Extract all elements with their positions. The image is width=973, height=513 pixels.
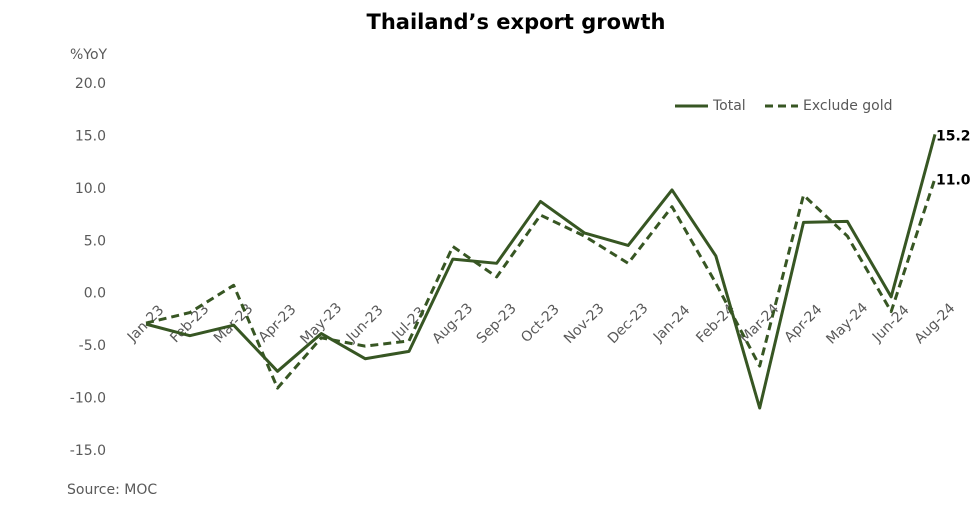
y-tick-label: 15.0 bbox=[75, 128, 106, 144]
x-tick-label: Apr-23 bbox=[256, 302, 300, 346]
series-line bbox=[145, 133, 937, 410]
y-tick-label: 5.0 bbox=[84, 233, 106, 249]
y-axis-label: %YoY bbox=[70, 47, 108, 63]
y-tick-label: -10.0 bbox=[70, 391, 106, 407]
x-tick-label: Sep-23 bbox=[474, 301, 520, 347]
chart-title: Thailand’s export growth bbox=[367, 10, 666, 34]
y-tick-label: 0.0 bbox=[84, 286, 106, 302]
y-tick-label: -15.0 bbox=[70, 443, 106, 459]
legend-label: Exclude gold bbox=[803, 98, 893, 114]
series-line bbox=[145, 177, 937, 390]
x-tick-label: Nov-23 bbox=[561, 300, 608, 347]
source-note: Source: MOC bbox=[67, 482, 157, 498]
data-label: 11.0 bbox=[936, 172, 971, 188]
x-tick-label: Oct-23 bbox=[518, 301, 563, 346]
y-tick-label: -5.0 bbox=[79, 338, 106, 354]
legend-label: Total bbox=[712, 98, 746, 114]
x-tick-label: Dec-23 bbox=[605, 300, 652, 347]
data-label: 15.2 bbox=[936, 128, 971, 144]
x-tick-label: Aug-24 bbox=[912, 300, 959, 347]
x-tick-label: Jun-23 bbox=[343, 302, 387, 346]
y-tick-label: 20.0 bbox=[75, 76, 106, 92]
x-tick-label: Apr-24 bbox=[782, 302, 826, 346]
x-tick-label: May-24 bbox=[823, 300, 871, 348]
y-tick-label: 10.0 bbox=[75, 181, 106, 197]
x-tick-label: Feb-23 bbox=[167, 301, 212, 346]
x-tick-label: Aug-23 bbox=[429, 300, 476, 347]
x-tick-label: Jan-23 bbox=[124, 302, 167, 345]
x-tick-label: Jan-24 bbox=[650, 302, 694, 346]
